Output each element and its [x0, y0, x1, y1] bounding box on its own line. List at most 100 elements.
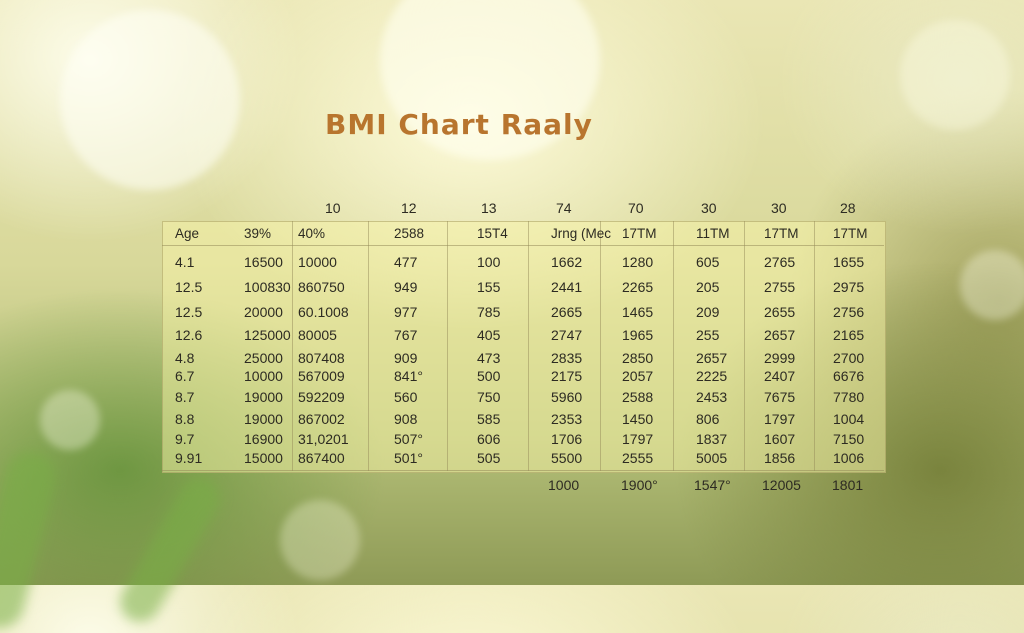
bottom-label: 12005: [762, 477, 801, 493]
table-cell: 100: [477, 254, 501, 270]
table-cell: 507°: [394, 431, 423, 447]
table-cell: 2165: [833, 327, 865, 343]
table-cell: 2700: [833, 350, 865, 366]
table-cell: 8.8: [175, 411, 195, 427]
table-cell: 26̈57: [696, 350, 728, 366]
table-cell: 10000: [298, 254, 337, 270]
grass-blade: [0, 446, 62, 633]
table-cell: 2225: [696, 368, 728, 384]
top-label: 12: [401, 200, 417, 216]
table-cell: 2850: [622, 350, 654, 366]
table-cell: 750: [477, 389, 501, 405]
table-cell: 806: [696, 411, 720, 427]
table-cell: 8.7: [175, 389, 195, 405]
top-label: 30: [771, 200, 787, 216]
table-cell: 585: [477, 411, 501, 427]
table-cell: 2835: [551, 350, 583, 366]
column-divider: [744, 221, 745, 471]
table-cell: 2175: [551, 368, 583, 384]
header-cell: 17TM: [833, 226, 868, 241]
table-cell: 785: [477, 304, 501, 320]
top-label: 10: [325, 200, 341, 216]
table-cell: 7675: [764, 389, 796, 405]
top-label: 30: [701, 200, 717, 216]
table-cell: 1797: [764, 411, 796, 427]
table-cell: 5960: [551, 389, 583, 405]
table-cell: 155: [477, 279, 501, 295]
table-cell: 1837: [696, 431, 728, 447]
table-cell: 1965: [622, 327, 654, 343]
table-cell: 2755: [764, 279, 796, 295]
bokeh-light: [900, 20, 1010, 130]
table-cell: 1450: [622, 411, 654, 427]
table-cell: 2453: [696, 389, 728, 405]
table-cell: 19000: [244, 411, 283, 427]
chart-title: BMI Chart Raaly: [325, 108, 593, 141]
table-cell: 2353: [551, 411, 583, 427]
row-divider: [162, 470, 884, 471]
table-cell: 1607: [764, 431, 796, 447]
column-divider: [528, 221, 529, 471]
header-cell: Age: [175, 226, 200, 241]
row-divider: [162, 245, 884, 246]
table-cell: 909: [394, 350, 418, 366]
table-cell: 12.6: [175, 327, 203, 343]
column-divider: [814, 221, 815, 471]
table-cell: 5500: [551, 450, 583, 466]
table-cell: 6676: [833, 368, 865, 384]
bmi-table: [162, 221, 886, 473]
table-cell: 80005: [298, 327, 337, 343]
table-cell: 4.1: [175, 254, 195, 270]
table-cell: 31,0201: [298, 431, 349, 447]
table-cell: 125000: [244, 327, 291, 343]
column-divider: [368, 221, 369, 471]
top-label: 74: [556, 200, 572, 216]
table-cell: 2999: [764, 350, 796, 366]
table-cell: 605: [696, 254, 720, 270]
column-divider: [447, 221, 448, 471]
bokeh-light: [280, 500, 360, 580]
table-cell: 606: [477, 431, 501, 447]
table-cell: 2265: [622, 279, 654, 295]
bokeh-light: [380, 0, 600, 160]
header-cell: 17TM: [764, 226, 799, 241]
table-cell: 867002: [298, 411, 345, 427]
table-cell: 1662: [551, 254, 583, 270]
table-cell: 2657: [764, 327, 796, 343]
table-cell: 473: [477, 350, 501, 366]
table-cell: 1655: [833, 254, 865, 270]
header-cell: 11TM: [696, 226, 730, 241]
table-cell: 1856: [764, 450, 796, 466]
bottom-label: 1900°: [621, 477, 658, 493]
table-cell: 19000: [244, 389, 283, 405]
top-label: 28: [840, 200, 856, 216]
table-cell: 205: [696, 279, 720, 295]
header-cell: 40%: [298, 226, 326, 241]
table-cell: 908: [394, 411, 418, 427]
table-cell: 1006: [833, 450, 865, 466]
table-cell: 2057: [622, 368, 654, 384]
header-cell: 15T4: [477, 226, 508, 241]
table-cell: 20000: [244, 304, 283, 320]
table-cell: 209: [696, 304, 720, 320]
table-cell: 841°: [394, 368, 423, 384]
header-cell: Jrng (Mec: [551, 226, 612, 241]
table-cell: 2756: [833, 304, 865, 320]
grass-blade: [112, 470, 228, 630]
table-cell: 2441: [551, 279, 583, 295]
table-cell: 2588: [622, 389, 654, 405]
table-cell: 501°: [394, 450, 423, 466]
table-cell: 592209: [298, 389, 345, 405]
table-cell: 1706: [551, 431, 583, 447]
table-cell: 9.7: [175, 431, 195, 447]
table-cell: 867400: [298, 450, 345, 466]
table-cell: 5005: [696, 450, 728, 466]
table-cell: 2975: [833, 279, 865, 295]
bokeh-light: [960, 250, 1024, 320]
table-cell: 2765: [764, 254, 796, 270]
table-cell: 2655: [764, 304, 796, 320]
table-cell: 2407: [764, 368, 796, 384]
table-cell: 500: [477, 368, 501, 384]
table-cell: 405: [477, 327, 501, 343]
table-cell: 12.5: [175, 304, 203, 320]
